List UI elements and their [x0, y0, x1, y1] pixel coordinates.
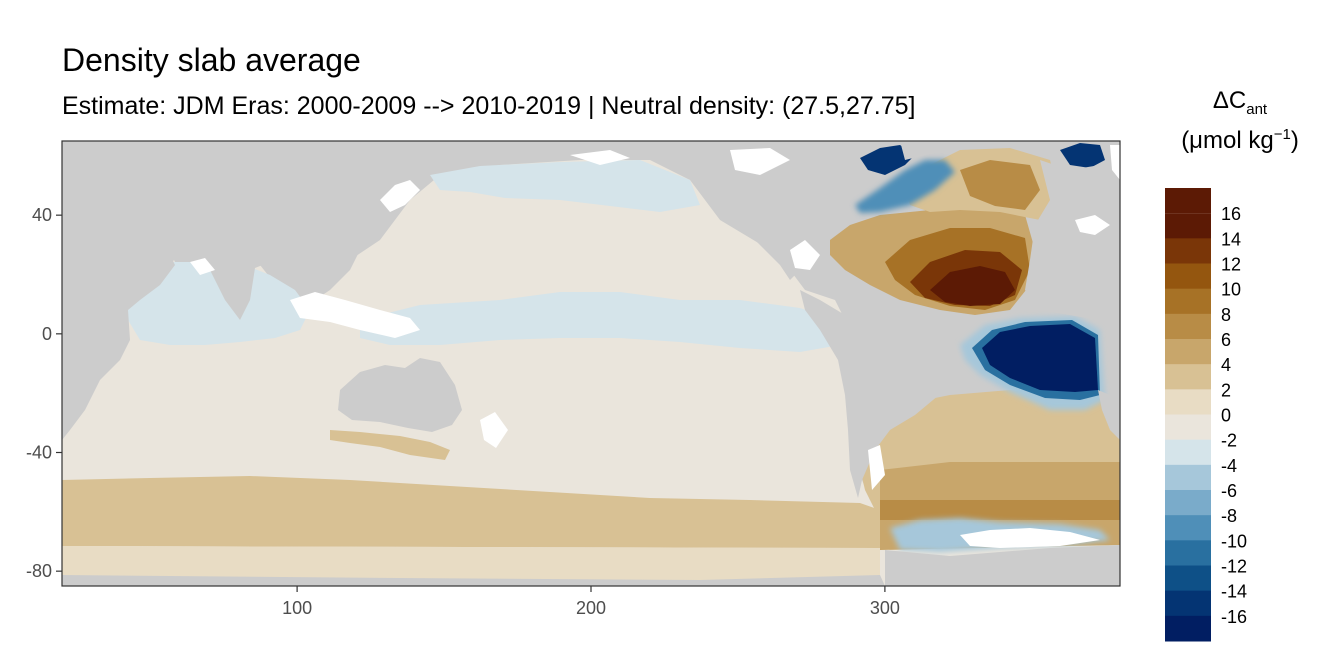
legend-label: 8: [1221, 305, 1231, 325]
legend-swatch-cap: [1165, 188, 1211, 214]
chart-title: Density slab average: [62, 42, 361, 78]
ocean-region-satlantic-band: [880, 500, 1120, 520]
legend-unit-sup: −1: [1273, 125, 1291, 143]
legend-title-main: ΔC: [1212, 87, 1247, 114]
ocean-region-nordic-dark: [1060, 143, 1105, 168]
legend-title-sub: ant: [1246, 100, 1268, 118]
legend-label: 4: [1221, 355, 1231, 375]
legend-swatch: [1165, 288, 1211, 315]
legend-label: -10: [1221, 531, 1247, 551]
no-data-gulf: [190, 258, 215, 275]
legend-swatch: [1165, 213, 1211, 239]
land-north-america: [690, 141, 860, 280]
legend-swatch: [1165, 439, 1211, 466]
legend-label: 12: [1221, 255, 1241, 275]
legend-swatch: [1165, 540, 1211, 566]
legend-label: -14: [1221, 582, 1247, 602]
y-tick-label: -40: [26, 443, 52, 463]
no-data-arctic: [1110, 145, 1120, 180]
no-data-nz: [480, 412, 508, 448]
legend-label: 2: [1221, 380, 1231, 400]
chart-subtitle: Estimate: JDM Eras: 2000-2009 --> 2010-2…: [62, 92, 916, 120]
legend-label: -6: [1221, 481, 1237, 501]
x-axis: 100 200 300: [282, 586, 900, 618]
ocean-region-subpolar-brown: [960, 160, 1040, 210]
ocean-region-southern-lighter: [62, 546, 880, 586]
x-tick-label: 100: [282, 598, 312, 618]
legend-title: ΔCant (μmol kg−1): [1150, 82, 1330, 160]
land-south-america: [800, 290, 960, 498]
ocean-region-labrador-blue: [855, 160, 955, 213]
legend-swatch: [1165, 238, 1211, 264]
ocean-region-labrador-dark: [860, 145, 915, 175]
legend-swatch: [1165, 364, 1211, 390]
legend-label: -2: [1221, 431, 1237, 451]
land-southern-africa: [1098, 390, 1120, 440]
legend-label: 0: [1221, 406, 1231, 426]
no-data-patagonia: [868, 445, 885, 490]
legend-swatch: [1165, 490, 1211, 516]
legend-swatch: [1165, 339, 1211, 365]
legend-variable: ΔCant: [1150, 82, 1330, 122]
land-antarctica-east: [885, 545, 1120, 586]
legend-unit-open: (μmol kg: [1181, 126, 1274, 154]
y-tick-label: 40: [32, 205, 52, 225]
y-tick-label: 0: [42, 324, 52, 344]
land-greenland: [900, 141, 1060, 160]
ocean-region-southern-tan: [62, 476, 880, 548]
no-data-hudson: [730, 148, 790, 175]
legend: 16 14 12 10 8 6 4 2 0 -2 -4 -6 -8 -10 -12 -14 -16: [1165, 188, 1247, 642]
legend-swatch: [1165, 313, 1211, 340]
legend-label: -4: [1221, 456, 1237, 476]
y-axis: 40 0 -40 -80: [26, 205, 62, 581]
legend-swatch: [1165, 565, 1211, 592]
x-tick-label: 200: [576, 598, 606, 618]
ocean-region-npacific-blue: [430, 160, 700, 212]
legend-label: 6: [1221, 330, 1231, 350]
land-europe: [1025, 160, 1120, 330]
no-data-patches: [190, 145, 1120, 490]
no-data-japan: [380, 180, 420, 212]
no-data-mediterranean: [1075, 215, 1110, 235]
ocean-region-eq-atlantic-dark: [982, 324, 1098, 392]
ocean-region-satlantic-darker: [880, 462, 1120, 500]
no-data-bering: [570, 150, 630, 165]
legend-swatch: [1165, 590, 1211, 617]
land-asia: [62, 141, 430, 320]
land-antarctica: [62, 575, 885, 586]
legend-swatch: [1165, 515, 1211, 541]
ocean-region-antarctic-coast: [960, 528, 1100, 548]
no-data-caribbean: [790, 240, 820, 270]
legend-label: 14: [1221, 229, 1241, 249]
map-panel: [62, 141, 1120, 586]
y-tick-label: -80: [26, 561, 52, 581]
ocean-region-australia-tan: [330, 430, 450, 460]
legend-swatch: [1165, 464, 1211, 491]
legend-label: -8: [1221, 506, 1237, 526]
no-data-indonesia: [290, 292, 420, 338]
ocean-region-natlantic-core: [930, 266, 1015, 306]
ocean-region-tpacific-blue: [360, 292, 840, 352]
legend-swatch: [1165, 389, 1211, 415]
legend-label: 16: [1221, 204, 1241, 224]
legend-label: -16: [1221, 607, 1247, 627]
legend-unit-close: ): [1290, 126, 1299, 154]
ocean-region-indian-blue: [128, 258, 310, 345]
legend-label: -12: [1221, 557, 1247, 577]
legend-swatch: [1165, 263, 1211, 290]
land-africa: [62, 141, 175, 440]
x-tick-label: 300: [870, 598, 900, 618]
legend-swatch: [1165, 414, 1211, 441]
land-australia: [338, 358, 462, 432]
legend-unit: (μmol kg−1): [1150, 122, 1330, 160]
legend-label: 10: [1221, 280, 1241, 300]
legend-swatch: [1165, 615, 1211, 642]
